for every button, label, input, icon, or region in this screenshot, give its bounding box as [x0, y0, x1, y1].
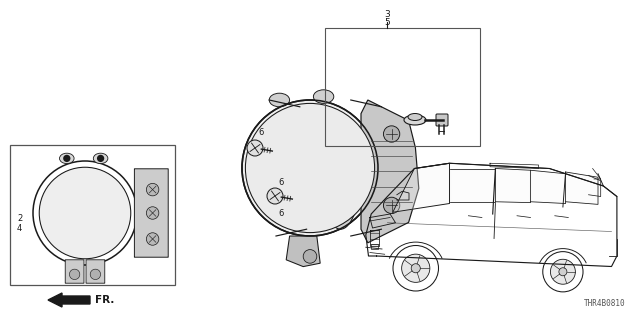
Ellipse shape	[320, 114, 361, 229]
Ellipse shape	[242, 100, 378, 236]
Circle shape	[97, 155, 104, 162]
Circle shape	[90, 269, 100, 280]
Text: FR.: FR.	[95, 295, 115, 305]
Ellipse shape	[408, 114, 422, 121]
Ellipse shape	[245, 103, 374, 233]
FancyArrow shape	[48, 293, 90, 307]
Polygon shape	[566, 172, 598, 204]
Circle shape	[267, 188, 283, 204]
Text: 2: 2	[17, 213, 22, 222]
Circle shape	[383, 126, 400, 142]
Ellipse shape	[39, 167, 131, 259]
Bar	[10, 145, 175, 285]
Circle shape	[147, 183, 159, 196]
Circle shape	[63, 155, 70, 162]
Circle shape	[550, 259, 575, 284]
Polygon shape	[286, 236, 320, 267]
Circle shape	[147, 233, 159, 245]
Ellipse shape	[269, 93, 290, 107]
Circle shape	[303, 250, 317, 263]
FancyBboxPatch shape	[436, 114, 448, 126]
Ellipse shape	[314, 90, 334, 103]
Polygon shape	[495, 169, 531, 203]
Text: 6: 6	[258, 127, 264, 137]
Bar	[325, 28, 480, 146]
Circle shape	[383, 197, 400, 213]
Text: 6: 6	[278, 209, 284, 218]
Circle shape	[147, 207, 159, 219]
FancyBboxPatch shape	[134, 169, 168, 257]
Polygon shape	[361, 100, 419, 243]
Polygon shape	[393, 163, 449, 212]
Bar	[371, 244, 378, 249]
Circle shape	[559, 268, 567, 276]
Text: 6: 6	[278, 178, 284, 187]
Circle shape	[69, 269, 80, 280]
Polygon shape	[531, 170, 566, 204]
Circle shape	[247, 140, 263, 156]
Text: THR4B0810: THR4B0810	[584, 299, 625, 308]
FancyBboxPatch shape	[86, 260, 105, 283]
Text: 3: 3	[384, 10, 390, 19]
Circle shape	[412, 264, 420, 273]
Text: 5: 5	[384, 18, 390, 27]
Ellipse shape	[404, 115, 426, 125]
Text: 4: 4	[17, 223, 22, 233]
Ellipse shape	[93, 153, 108, 164]
Polygon shape	[449, 169, 495, 202]
Circle shape	[393, 245, 438, 291]
Ellipse shape	[60, 153, 74, 164]
Circle shape	[543, 252, 583, 292]
FancyBboxPatch shape	[65, 260, 84, 283]
Circle shape	[402, 254, 430, 282]
